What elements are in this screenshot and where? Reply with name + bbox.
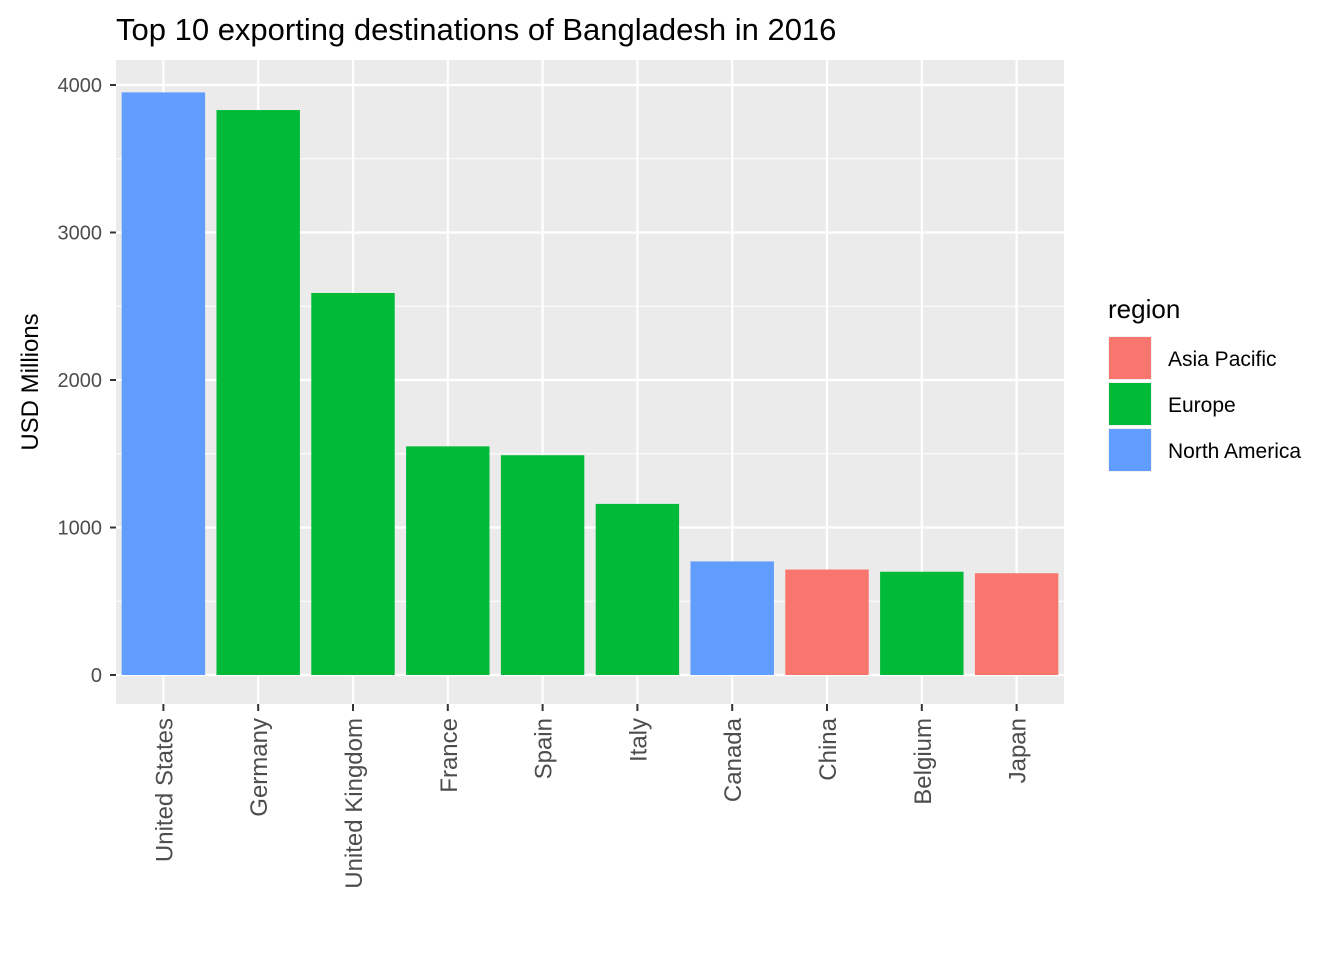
bar-united-states	[121, 92, 206, 675]
legend-label: North America	[1168, 440, 1301, 463]
bar-japan	[974, 573, 1059, 675]
x-tick-label: United Kingdom	[341, 718, 368, 889]
x-tick-label: Spain	[531, 718, 558, 779]
y-tick-label: 0	[91, 665, 102, 687]
x-tick-label: China	[815, 717, 842, 780]
bar-germany	[216, 110, 300, 675]
x-tick-label: Japan	[1005, 718, 1032, 783]
y-tick-label: 2000	[58, 370, 103, 392]
bar-united-kingdom	[311, 292, 395, 675]
y-axis-title: USD Millions	[17, 313, 44, 450]
bar-belgium	[880, 571, 964, 675]
legend-key-europe	[1109, 383, 1151, 425]
legend-title: region	[1108, 294, 1180, 324]
legend-label: Asia Pacific	[1168, 348, 1277, 371]
legend-label: Europe	[1168, 394, 1236, 417]
x-tick-label: United States	[151, 718, 178, 862]
bar-italy	[595, 503, 680, 675]
y-axis: 0 1000 2000 3000 4000	[58, 75, 116, 687]
chart-title: Top 10 exporting destinations of Banglad…	[116, 12, 836, 47]
bar-canada	[690, 561, 774, 675]
y-tick-label: 3000	[58, 223, 103, 245]
x-tick-label: Italy	[625, 718, 652, 762]
legend-key-asia-pacific	[1109, 337, 1151, 379]
bar-france	[406, 446, 490, 675]
y-tick-label: 4000	[58, 75, 103, 97]
x-axis: United States Germany United Kingdom France…	[151, 704, 1032, 889]
x-tick-label: France	[436, 718, 463, 793]
x-tick-label: Canada	[720, 717, 747, 802]
x-tick-label: Belgium	[910, 718, 937, 805]
bar-china	[785, 569, 869, 675]
legend: region Asia Pacific Europe North America	[1108, 294, 1301, 472]
y-tick-label: 1000	[58, 518, 103, 540]
legend-key-north-america	[1109, 429, 1151, 471]
bar-spain	[500, 455, 585, 675]
bars	[121, 92, 1059, 675]
x-tick-label: Germany	[246, 718, 273, 817]
